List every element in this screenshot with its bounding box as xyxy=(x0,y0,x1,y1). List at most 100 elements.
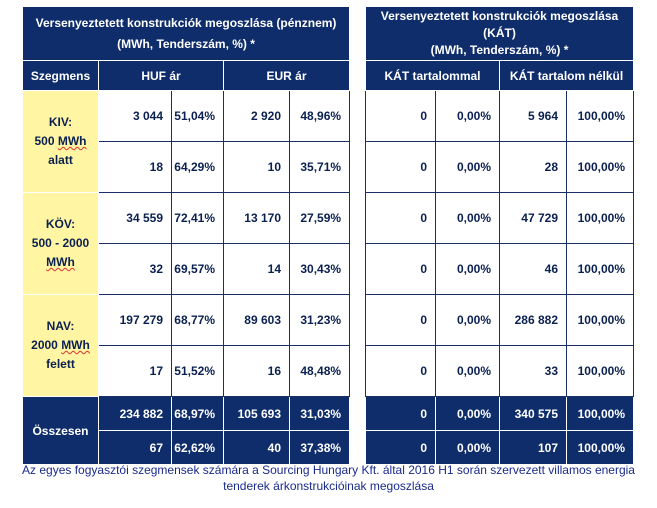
table-cell: 33 xyxy=(499,345,567,397)
total-cell: 0,00% xyxy=(435,430,500,465)
total-cell: 37,38% xyxy=(288,430,351,465)
table-cell: 32 xyxy=(98,243,172,295)
table-cell: 100,00% xyxy=(566,90,634,142)
table-cell: 100,00% xyxy=(566,192,634,244)
table-cell: 0 xyxy=(365,294,436,346)
segment-kiv-line3: alatt xyxy=(48,153,73,167)
table-cell: 30,43% xyxy=(288,243,351,295)
table-cell: 51,52% xyxy=(171,345,224,397)
segment-kov: KÖV: 500 - 2000 MWh xyxy=(22,192,99,295)
total-row: 0 0,00% 340 575 100,00% xyxy=(365,396,634,431)
table-cell: 197 279 xyxy=(98,294,172,346)
table-cell: 0,00% xyxy=(435,141,500,193)
table-cell: 0,00% xyxy=(435,345,500,397)
right-table: Versenyeztetett konstrukciók megoszlása … xyxy=(365,6,634,465)
table-row: 0 0,00% 47 729 100,00% xyxy=(365,192,634,244)
table-row: 0 0,00% 28 100,00% xyxy=(365,141,634,193)
total-cell: 0 xyxy=(365,430,436,465)
segment-kov-unit: MWh xyxy=(46,255,75,269)
left-table: Versenyeztetett konstrukciók megoszlása … xyxy=(21,6,351,465)
table-cell: 35,71% xyxy=(288,141,351,193)
table-cell: 100,00% xyxy=(566,243,634,295)
table-cell: 3 044 xyxy=(98,90,172,142)
total-cell: 68,97% xyxy=(171,396,224,431)
right-table-body: 0 0,00% 5 964 100,00% 0 0,00% 28 100,00% 0 0,00% 4… xyxy=(365,90,634,397)
column-header-eur: EUR ár xyxy=(222,60,351,91)
segment-kov-line2: 500 - 2000 xyxy=(31,236,90,250)
table-cell: 31,23% xyxy=(288,294,351,346)
segment-kiv-unit: MWh xyxy=(57,134,87,148)
table-cell: 46 xyxy=(499,243,567,295)
table-cell: 0 xyxy=(365,141,436,193)
right-title-line2: (KÁT) xyxy=(483,26,516,40)
table-cell: 0 xyxy=(365,243,436,295)
segment-kiv-line2: 500 MWh xyxy=(34,134,87,148)
total-cell: 100,00% xyxy=(566,430,634,465)
table-cell: 18 xyxy=(98,141,172,193)
table-cell: 27,59% xyxy=(288,192,351,244)
caption-line1: Az egyes fogyasztói szegmensek számára a… xyxy=(22,463,635,477)
right-title-line1: Versenyeztetett konstrukciók megoszlása xyxy=(380,9,619,23)
total-cell: 0,00% xyxy=(435,396,500,431)
table-cell: 0,00% xyxy=(435,90,500,142)
total-cell: 105 693 xyxy=(223,396,290,431)
column-header-segment: Szegmens xyxy=(22,60,99,91)
segment-nav-line1: NAV: xyxy=(46,319,75,333)
caption: Az egyes fogyasztói szegmensek számára a… xyxy=(0,462,657,494)
segment-nav-line3: felett xyxy=(46,357,75,371)
column-header-kat-with: KÁT tartalommal xyxy=(365,60,500,91)
table-cell: 64,29% xyxy=(171,141,224,193)
table-cell: 100,00% xyxy=(566,294,634,346)
table-cell: 13 170 xyxy=(223,192,290,244)
table-cell: 5 964 xyxy=(499,90,567,142)
table-cell: 0 xyxy=(365,345,436,397)
right-table-title: Versenyeztetett konstrukciók megoszlása … xyxy=(365,6,634,61)
table-cell: 2 920 xyxy=(223,90,290,142)
table-cell: 28 xyxy=(499,141,567,193)
table-cell: 0 xyxy=(365,192,436,244)
total-cell: 107 xyxy=(499,430,567,465)
table-row: 0 0,00% 33 100,00% xyxy=(365,345,634,397)
total-cell: 40 xyxy=(223,430,290,465)
total-cell: 67 xyxy=(98,430,172,465)
segment-kiv: KIV: 500 MWh alatt xyxy=(22,90,99,193)
table-cell: 0 xyxy=(365,90,436,142)
left-title-line1: Versenyeztetett konstrukciók megoszlása … xyxy=(35,15,337,30)
caption-line2: tenderek árkonstrukcióinak megoszlása xyxy=(223,479,434,493)
right-table-total: 0 0,00% 340 575 100,00% 0 0,00% 107 100,00% xyxy=(365,396,634,465)
table-cell: 10 xyxy=(223,141,290,193)
table-cell: 0,00% xyxy=(435,192,500,244)
column-header-huf: HUF ár xyxy=(98,60,224,91)
total-label: Összesen xyxy=(22,396,99,465)
table-row: 0 0,00% 46 100,00% xyxy=(365,243,634,295)
table-cell: 17 xyxy=(98,345,172,397)
left-title-line2: (MWh, Tenderszám, %) * xyxy=(117,36,255,51)
total-cell: 234 882 xyxy=(98,396,172,431)
total-cell: 340 575 xyxy=(499,396,567,431)
table-cell: 72,41% xyxy=(171,192,224,244)
table-cell: 51,04% xyxy=(171,90,224,142)
total-cell: 100,00% xyxy=(566,396,634,431)
left-table-title: Versenyeztetett konstrukciók megoszlása … xyxy=(21,6,351,61)
table-cell: 48,48% xyxy=(288,345,351,397)
table-cell: 286 882 xyxy=(499,294,567,346)
table-cell: 100,00% xyxy=(566,141,634,193)
table-cell: 47 729 xyxy=(499,192,567,244)
table-cell: 14 xyxy=(223,243,290,295)
table-cell: 0,00% xyxy=(435,243,500,295)
table-cell: 89 603 xyxy=(223,294,290,346)
segment-nav-line2: 2000 MWh xyxy=(31,338,90,352)
table-cell: 34 559 xyxy=(98,192,172,244)
total-cell: 0 xyxy=(365,396,436,431)
segment-nav: NAV: 2000 MWh felett xyxy=(22,294,99,397)
segment-kov-line3: MWh xyxy=(24,253,98,272)
segment-kiv-line1: KIV: xyxy=(48,115,73,129)
column-header-kat-without: KÁT tartalom nélkül xyxy=(499,60,634,91)
table-cell: 48,96% xyxy=(288,90,351,142)
segment-nav-unit: MWh xyxy=(61,338,90,352)
table-cell: 0,00% xyxy=(435,294,500,346)
table-row: 0 0,00% 286 882 100,00% xyxy=(365,294,634,346)
total-cell: 31,03% xyxy=(288,396,351,431)
table-cell: 100,00% xyxy=(566,345,634,397)
right-title-line3: (MWh, Tenderszám, %) * xyxy=(430,43,569,57)
